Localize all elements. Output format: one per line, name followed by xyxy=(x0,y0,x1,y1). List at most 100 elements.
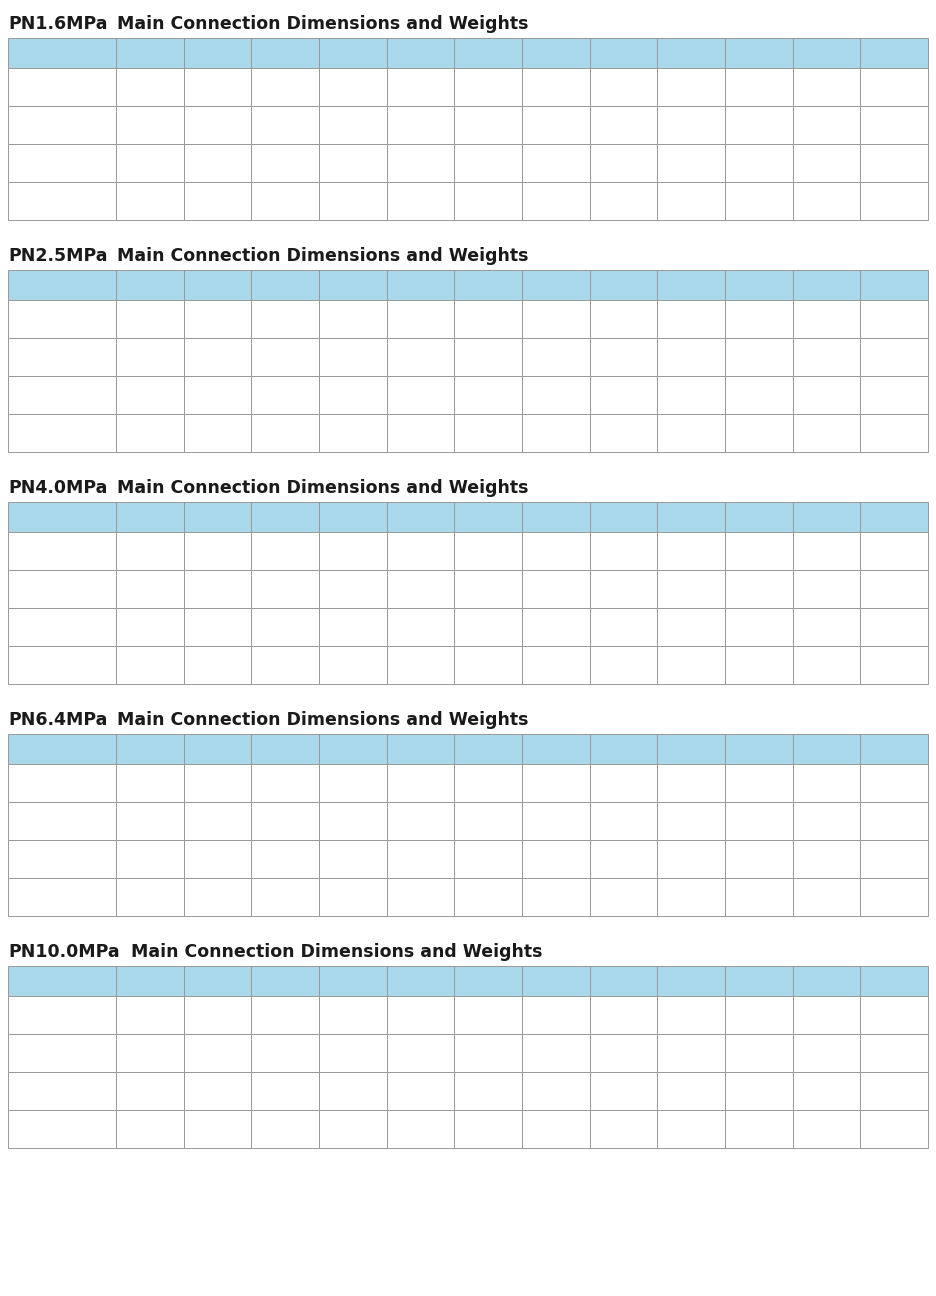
Text: 63: 63 xyxy=(209,1046,226,1060)
Text: DN: DN xyxy=(51,743,73,756)
Text: 150: 150 xyxy=(812,47,841,60)
Text: 230: 230 xyxy=(340,621,366,634)
Text: 130: 130 xyxy=(205,157,230,170)
Text: W: W xyxy=(55,157,68,170)
Text: 3: 3 xyxy=(213,194,222,207)
Text: 160: 160 xyxy=(882,194,907,207)
Text: 200: 200 xyxy=(881,743,908,756)
Text: 660: 660 xyxy=(882,776,907,789)
Text: 4: 4 xyxy=(213,658,222,671)
Text: 216: 216 xyxy=(272,1008,298,1021)
Text: 178: 178 xyxy=(611,350,636,363)
Text: 200: 200 xyxy=(408,544,433,557)
Text: 150: 150 xyxy=(812,743,841,756)
Text: 142: 142 xyxy=(475,582,501,595)
Text: 252: 252 xyxy=(679,350,704,363)
Text: Weight (kg): Weight (kg) xyxy=(23,658,101,671)
Text: 20: 20 xyxy=(209,47,227,60)
Text: 160: 160 xyxy=(272,389,298,402)
Text: L: L xyxy=(58,312,66,325)
Text: 165: 165 xyxy=(340,80,366,93)
Text: PN6.4MPa: PN6.4MPa xyxy=(8,712,108,728)
Text: 15: 15 xyxy=(140,47,159,60)
Text: 230: 230 xyxy=(408,157,433,170)
Text: 12: 12 xyxy=(344,890,361,903)
Text: 18: 18 xyxy=(412,1122,429,1135)
Text: 160: 160 xyxy=(272,621,298,634)
Text: 125: 125 xyxy=(745,279,772,292)
Text: 152: 152 xyxy=(543,350,568,363)
Text: 342: 342 xyxy=(813,582,840,595)
Text: 1800: 1800 xyxy=(877,853,911,866)
Text: 97: 97 xyxy=(344,1046,361,1060)
Text: 130: 130 xyxy=(138,80,163,93)
Text: 252: 252 xyxy=(679,1046,704,1060)
Text: 1100: 1100 xyxy=(742,1085,776,1098)
Text: 280: 280 xyxy=(611,544,636,557)
Text: 1500: 1500 xyxy=(877,621,911,634)
Text: 160: 160 xyxy=(272,157,298,170)
Text: 100: 100 xyxy=(678,47,705,60)
Text: 700: 700 xyxy=(611,1085,636,1098)
Text: 345: 345 xyxy=(882,350,907,363)
Text: 1100: 1100 xyxy=(742,389,776,402)
Text: 152: 152 xyxy=(543,582,568,595)
Text: 252: 252 xyxy=(679,814,704,828)
Text: 292: 292 xyxy=(475,1008,501,1021)
Text: 28: 28 xyxy=(615,658,632,671)
Text: 100: 100 xyxy=(678,975,705,988)
Text: 15: 15 xyxy=(140,975,159,988)
Text: 330: 330 xyxy=(543,1008,568,1021)
Text: 130: 130 xyxy=(205,389,230,402)
Text: 46: 46 xyxy=(682,658,699,671)
Text: 320: 320 xyxy=(679,312,704,325)
Text: 342: 342 xyxy=(882,118,907,131)
Text: 356: 356 xyxy=(611,776,636,789)
Text: 398: 398 xyxy=(882,814,907,828)
Text: 150: 150 xyxy=(812,279,841,292)
Text: 6: 6 xyxy=(348,426,357,439)
Text: 230: 230 xyxy=(408,853,433,866)
Text: 356: 356 xyxy=(611,1008,636,1021)
Text: 80: 80 xyxy=(614,975,633,988)
Text: 32: 32 xyxy=(344,975,362,988)
Text: 33: 33 xyxy=(682,426,700,439)
Text: 150: 150 xyxy=(272,544,298,557)
Text: 106: 106 xyxy=(814,658,840,671)
Text: 98: 98 xyxy=(751,890,768,903)
Text: 12: 12 xyxy=(479,658,497,671)
Text: 65: 65 xyxy=(682,890,699,903)
Text: 65: 65 xyxy=(547,279,565,292)
Text: 6: 6 xyxy=(348,194,357,207)
Text: 15: 15 xyxy=(140,511,159,524)
Text: 40: 40 xyxy=(411,47,430,60)
Text: 175: 175 xyxy=(882,426,907,439)
Text: Weight (kg): Weight (kg) xyxy=(23,890,101,903)
Text: 216: 216 xyxy=(272,776,298,789)
Text: 252: 252 xyxy=(679,582,704,595)
Text: 250: 250 xyxy=(611,312,636,325)
Text: 107: 107 xyxy=(408,582,433,595)
Text: 130: 130 xyxy=(138,1085,163,1098)
Text: Main Connection Dimensions and Weights: Main Connection Dimensions and Weights xyxy=(93,480,529,496)
Text: Main Connection Dimensions and Weights: Main Connection Dimensions and Weights xyxy=(93,16,529,32)
Text: 130: 130 xyxy=(138,157,163,170)
Text: 25: 25 xyxy=(479,1122,497,1135)
Text: 559: 559 xyxy=(813,776,840,789)
Text: 220: 220 xyxy=(543,80,568,93)
Text: 230: 230 xyxy=(475,157,501,170)
Text: 28: 28 xyxy=(548,890,564,903)
Text: 400: 400 xyxy=(475,621,501,634)
Text: 7: 7 xyxy=(213,1122,222,1135)
Text: 400: 400 xyxy=(882,80,907,93)
Text: 200: 200 xyxy=(475,312,501,325)
Text: 229: 229 xyxy=(340,776,366,789)
Text: L: L xyxy=(58,776,66,789)
Text: 508: 508 xyxy=(746,1008,771,1021)
Text: W: W xyxy=(55,853,68,866)
Text: 75: 75 xyxy=(277,814,294,828)
Text: 190: 190 xyxy=(882,658,907,671)
Text: 400: 400 xyxy=(475,853,501,866)
Text: 85: 85 xyxy=(344,118,361,131)
Text: 59: 59 xyxy=(141,350,158,363)
